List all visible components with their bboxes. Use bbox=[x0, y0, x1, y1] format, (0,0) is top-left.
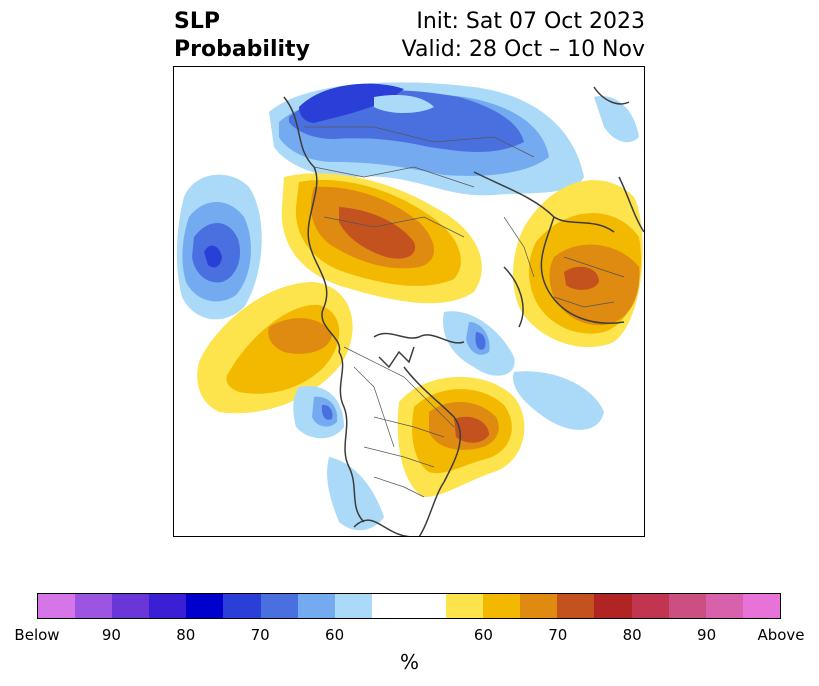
colorbar-tick-label: Below bbox=[14, 626, 60, 644]
colorbar-swatch bbox=[446, 594, 484, 618]
colorbar-swatch bbox=[186, 594, 224, 618]
colorbar-tick-label: 70 bbox=[250, 626, 270, 644]
colorbar-swatch bbox=[668, 594, 706, 618]
colorbar-swatch bbox=[260, 594, 298, 618]
colorbar-swatch bbox=[631, 594, 669, 618]
colorbar-tick-label: Above bbox=[757, 626, 805, 644]
map-title: SLP Probability bbox=[174, 8, 310, 64]
colorbar-labels: Below 90 80 70 60 60 70 80 90 Above bbox=[14, 626, 804, 646]
valid-range: Valid: 28 Oct – 10 Nov bbox=[401, 37, 645, 62]
colorbar-swatch bbox=[75, 594, 113, 618]
map-canvas bbox=[176, 82, 644, 536]
colorbar-swatch bbox=[594, 594, 632, 618]
coastlines bbox=[283, 86, 644, 536]
title-variable: SLP bbox=[174, 9, 220, 34]
below-normal-patches bbox=[293, 96, 639, 531]
colorbar-swatch bbox=[223, 594, 261, 618]
below-normal-siberia bbox=[269, 82, 584, 196]
political-borders bbox=[304, 126, 625, 498]
colorbar-swatch bbox=[112, 594, 150, 618]
probability-map bbox=[173, 66, 645, 537]
colorbar-swatch bbox=[149, 594, 187, 618]
colorbar-tick-label: 80 bbox=[622, 626, 642, 644]
colorbar-swatch bbox=[334, 594, 372, 618]
colorbar-swatch bbox=[408, 594, 447, 618]
probability-colorbar bbox=[37, 593, 781, 619]
colorbar-tick-label: 90 bbox=[101, 626, 121, 644]
colorbar-swatch bbox=[520, 594, 558, 618]
colorbar-tick-label: 70 bbox=[548, 626, 568, 644]
colorbar-unit: % bbox=[399, 650, 419, 674]
colorbar-swatch bbox=[557, 594, 595, 618]
above-normal-alaska bbox=[197, 282, 353, 414]
colorbar-swatch bbox=[742, 594, 780, 618]
title-product: Probability bbox=[174, 37, 310, 62]
colorbar-swatch bbox=[705, 594, 743, 618]
colorbar-swatch bbox=[38, 594, 76, 618]
colorbar-swatch bbox=[371, 594, 409, 618]
colorbar-swatch bbox=[483, 594, 521, 618]
above-normal-eurasia bbox=[281, 173, 482, 304]
colorbar-tick-label: 60 bbox=[473, 626, 493, 644]
init-date: Init: Sat 07 Oct 2023 bbox=[416, 9, 645, 34]
colorbar-swatch bbox=[297, 594, 335, 618]
colorbar-tick-label: 80 bbox=[176, 626, 196, 644]
below-normal-pacific bbox=[176, 174, 262, 320]
colorbar-tick-label: 90 bbox=[697, 626, 717, 644]
map-dates: Init: Sat 07 Oct 2023 Valid: 28 Oct – 10… bbox=[402, 8, 645, 64]
colorbar-tick-label: 60 bbox=[325, 626, 345, 644]
